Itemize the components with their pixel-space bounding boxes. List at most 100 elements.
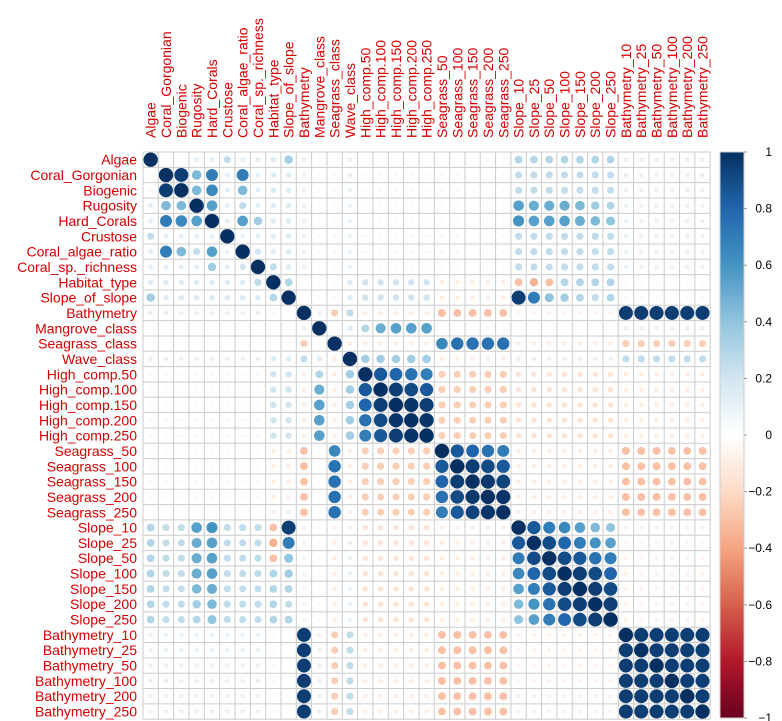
- row-label: High_comp.50: [47, 366, 137, 382]
- corr-circle: [591, 294, 599, 302]
- corr-circle: [573, 536, 586, 549]
- corr-circle: [207, 615, 217, 625]
- corr-circle: [254, 554, 262, 562]
- corr-circle: [254, 524, 262, 532]
- corr-circle: [649, 627, 664, 642]
- corr-circle: [313, 414, 325, 426]
- corr-circle: [301, 433, 307, 438]
- corr-circle: [608, 356, 613, 362]
- corr-circle: [455, 265, 459, 269]
- corr-circle: [501, 265, 505, 269]
- corr-circle: [146, 584, 155, 593]
- corr-circle: [271, 311, 275, 315]
- corr-circle: [317, 510, 321, 514]
- corr-circle: [271, 479, 276, 484]
- corr-circle: [654, 326, 659, 331]
- corr-circle: [361, 447, 369, 455]
- corr-circle: [179, 388, 183, 392]
- corr-circle: [301, 157, 307, 162]
- corr-circle: [623, 571, 628, 576]
- corr-circle: [317, 678, 322, 684]
- corr-circle: [284, 278, 293, 287]
- corr-circle: [149, 495, 153, 499]
- corr-circle: [194, 647, 199, 653]
- corr-circle: [438, 692, 446, 701]
- corr-circle: [623, 326, 629, 331]
- corr-circle: [515, 402, 522, 408]
- corr-circle: [454, 540, 460, 546]
- corr-circle: [284, 553, 294, 563]
- corr-circle: [419, 428, 434, 443]
- corr-circle: [440, 326, 444, 330]
- corr-circle: [347, 203, 353, 208]
- corr-circle: [333, 280, 337, 284]
- corr-circle: [638, 372, 644, 377]
- corr-circle: [606, 278, 615, 287]
- corr-circle: [347, 218, 353, 224]
- corr-circle: [270, 172, 277, 178]
- corr-circle: [698, 493, 707, 501]
- corr-circle: [195, 342, 199, 346]
- corr-circle: [450, 444, 464, 458]
- corr-circle: [286, 494, 291, 500]
- corr-circle: [317, 158, 321, 162]
- corr-circle: [163, 264, 169, 270]
- corr-circle: [485, 586, 491, 592]
- corr-circle: [606, 293, 615, 302]
- corr-circle: [454, 525, 460, 530]
- corr-circle: [359, 414, 372, 427]
- corr-circle: [374, 367, 388, 381]
- corr-circle: [638, 188, 644, 193]
- corr-circle: [271, 648, 275, 652]
- corr-circle: [206, 200, 218, 211]
- corr-circle: [608, 648, 613, 653]
- corr-circle: [285, 417, 292, 424]
- corr-circle: [439, 571, 445, 576]
- corr-circle: [669, 264, 675, 270]
- row-label: Coral_sp._richness: [17, 259, 137, 275]
- corr-circle: [345, 385, 355, 394]
- corr-circle: [393, 678, 399, 684]
- corr-circle: [557, 551, 572, 566]
- corr-circle: [470, 617, 475, 622]
- corr-circle: [333, 158, 337, 162]
- corr-circle: [623, 433, 629, 438]
- corr-circle: [499, 386, 507, 394]
- corr-circle: [240, 234, 245, 239]
- corr-circle: [577, 479, 583, 484]
- corr-circle: [481, 444, 495, 458]
- corr-circle: [177, 554, 185, 562]
- corr-circle: [436, 337, 448, 350]
- corr-circle: [543, 215, 555, 227]
- corr-circle: [499, 692, 508, 701]
- corr-circle: [404, 413, 419, 428]
- corr-circle: [255, 663, 261, 668]
- corr-circle: [408, 555, 415, 562]
- corr-circle: [285, 371, 292, 378]
- corr-circle: [255, 203, 261, 209]
- corr-circle: [637, 462, 646, 471]
- corr-circle: [531, 432, 537, 439]
- corr-circle: [501, 188, 505, 192]
- corr-circle: [700, 402, 705, 408]
- corr-circle: [684, 372, 690, 377]
- corr-circle: [332, 571, 337, 576]
- corr-circle: [379, 188, 383, 192]
- corr-circle: [225, 342, 229, 346]
- row-label: Bathymetry_50: [43, 658, 137, 674]
- corr-circle: [363, 709, 368, 714]
- corr-circle: [654, 249, 659, 254]
- corr-circle: [363, 647, 368, 653]
- corr-circle: [148, 356, 153, 362]
- corr-circle: [393, 663, 399, 668]
- corr-circle: [560, 171, 569, 179]
- corr-circle: [450, 459, 465, 474]
- corr-circle: [179, 342, 183, 346]
- corr-circle: [515, 432, 522, 439]
- corr-circle: [593, 663, 598, 668]
- row-label: Slope_200: [70, 596, 137, 612]
- corr-circle: [470, 250, 475, 254]
- corr-circle: [577, 632, 582, 637]
- corr-circle: [163, 233, 169, 239]
- corr-circle: [301, 372, 307, 377]
